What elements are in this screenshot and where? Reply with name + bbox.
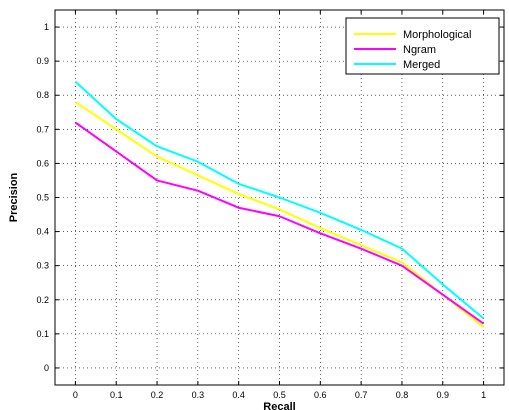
y-tick-label: 0.7 (36, 124, 49, 134)
x-tick-label: 0.7 (355, 390, 368, 400)
y-tick-label: 0.8 (36, 90, 49, 100)
x-tick-label: 0 (73, 390, 78, 400)
x-tick-label: 0.9 (437, 390, 450, 400)
x-tick-label: 0.1 (110, 390, 123, 400)
legend-label-ngram: Ngram (403, 44, 436, 56)
x-tick-label: 0.8 (396, 390, 409, 400)
x-tick-label: 1 (481, 390, 486, 400)
y-tick-label: 0.9 (36, 56, 49, 66)
series-line-merged (74, 80, 485, 320)
x-tick-label: 0.3 (192, 390, 205, 400)
legend-label-morphological: Morphological (403, 29, 471, 41)
y-tick-label: 0.3 (36, 261, 49, 271)
x-tick-label: 0.4 (232, 390, 245, 400)
y-tick-label: 1 (44, 22, 49, 32)
y-tick-label: 0 (44, 363, 49, 373)
y-axis-label: Precision (8, 172, 20, 222)
x-axis-label: Recall (263, 401, 295, 410)
series-layer (74, 80, 485, 328)
x-tick-label: 0.2 (151, 390, 164, 400)
legend: Morphological Ngram Merged (345, 17, 500, 75)
x-tick-label: 0.6 (314, 390, 327, 400)
x-tick-label: 0.5 (273, 390, 286, 400)
y-tick-label: 0.5 (36, 193, 49, 203)
series-line-ngram (74, 121, 485, 325)
legend-label-merged: Merged (403, 59, 440, 71)
y-tick-label: 0.2 (36, 295, 49, 305)
ticks: 0 0.1 0.2 0.3 0.4 0.5 0.6 0.7 0.8 0.9 1 0 0.1 0.2 0.3 0… (36, 10, 504, 400)
y-tick-label: 0.4 (36, 227, 49, 237)
series-line-morphological (74, 101, 485, 328)
y-tick-label: 0.6 (36, 158, 49, 168)
y-tick-label: 0.1 (36, 329, 49, 339)
